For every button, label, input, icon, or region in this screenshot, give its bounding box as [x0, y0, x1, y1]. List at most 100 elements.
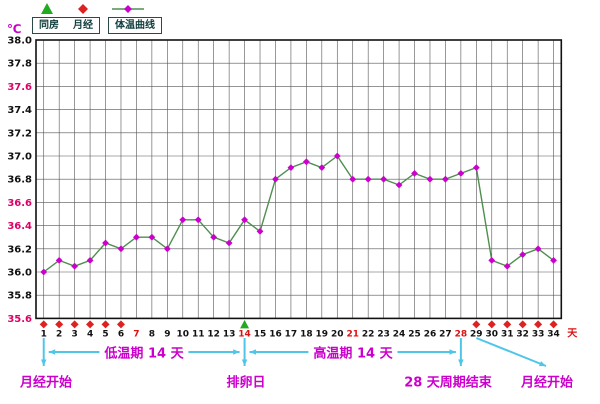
y-tick-label: 36.0: [7, 268, 32, 279]
temp-point: [210, 233, 218, 241]
y-tick-label: 37.6: [7, 82, 32, 93]
y-tick-label: 35.8: [7, 291, 32, 302]
menses-marker: [39, 320, 48, 329]
x-tick-label: 1: [41, 329, 47, 339]
arrowhead: [241, 359, 248, 366]
menses-marker: [549, 320, 558, 329]
annotation-cycle-end: 28 天周期结束: [404, 375, 492, 391]
x-tick-label: 9: [164, 329, 170, 339]
menses-marker: [518, 320, 527, 329]
temp-point: [534, 245, 542, 253]
temp-point: [55, 257, 63, 264]
temp-point: [395, 181, 403, 189]
temp-curve-dot-icon: [124, 5, 132, 13]
temperature-unit-label: ℃: [7, 22, 22, 36]
x-tick-label: 30: [486, 329, 499, 339]
y-tick-label: 36.8: [7, 175, 32, 186]
x-tick-label: 25: [408, 329, 421, 339]
temp-point: [364, 175, 372, 183]
y-tick-label: 35.6: [7, 314, 32, 325]
menses-marker: [472, 320, 481, 329]
temp-point: [550, 257, 557, 264]
temp-point: [40, 268, 48, 276]
x-tick-label: 27: [439, 329, 452, 339]
annotation-menses-start-left: 月经开始: [19, 375, 73, 391]
temp-point: [117, 245, 125, 253]
arrowhead: [539, 361, 546, 367]
menses-marker: [503, 320, 512, 329]
temp-point: [287, 164, 295, 171]
x-tick-label: 21: [346, 329, 359, 339]
temp-point: [318, 164, 326, 171]
x-tick-label: 29: [470, 329, 483, 339]
temp-point: [457, 170, 465, 177]
annotation-high-phase: 高温期 14 天: [308, 342, 398, 362]
x-tick-label: 17: [285, 329, 298, 339]
x-tick-label: 16: [269, 329, 282, 339]
x-tick-label: 31: [501, 329, 514, 339]
x-tick-label: 34: [547, 329, 560, 339]
temp-point: [349, 175, 357, 183]
menses-marker: [116, 320, 125, 329]
legend-box-markers: 同房 月经: [32, 17, 100, 34]
temp-point: [133, 233, 140, 241]
y-tick-label: 36.6: [7, 198, 32, 209]
annotation-arrow: [475, 337, 547, 367]
legend-label-menses: 月经: [73, 20, 93, 31]
legend-box-curve: 体温曲线: [108, 17, 162, 34]
x-tick-label: 5: [102, 329, 108, 339]
x-tick-label: 28: [455, 329, 468, 339]
y-tick-label: 37.4: [7, 105, 32, 116]
y-tick-label: 37.0: [7, 152, 32, 163]
menses-marker: [487, 320, 496, 329]
temp-point: [148, 233, 156, 241]
temp-point: [380, 175, 388, 183]
temp-point: [442, 175, 449, 183]
x-tick-label: 8: [149, 329, 155, 339]
temp-point: [71, 262, 79, 270]
x-tick-label: 19: [316, 329, 329, 339]
temp-point: [519, 251, 527, 258]
menses-icon: [78, 4, 88, 14]
x-tick-label: 15: [254, 329, 267, 339]
menses-marker: [55, 320, 64, 329]
arrowhead: [249, 349, 257, 355]
temp-point: [225, 239, 233, 247]
temp-point: [503, 262, 511, 270]
x-tick-label: 2: [56, 329, 62, 339]
y-tick-label: 37.8: [7, 59, 32, 70]
annotation-ovulation-day: 排卵日: [226, 375, 266, 391]
annotation-menses-start-right: 月经开始: [520, 375, 574, 391]
arrowhead: [233, 349, 240, 355]
x-tick-label: 7: [133, 329, 139, 339]
x-tick-label: 4: [87, 329, 93, 339]
menses-marker: [101, 320, 110, 329]
day-unit-label: 天: [567, 327, 578, 339]
x-tick-label: 12: [207, 329, 220, 339]
arrowhead: [449, 349, 456, 355]
temp-point: [86, 257, 94, 264]
x-tick-label: 6: [118, 329, 124, 339]
temperature-curve: [43, 154, 554, 273]
legend-label-temp-curve: 体温曲线: [115, 20, 155, 31]
temp-point: [333, 152, 341, 160]
x-tick-label: 24: [393, 329, 406, 339]
x-tick-label: 13: [223, 329, 236, 339]
x-tick-label: 23: [377, 329, 390, 339]
arrowhead: [458, 359, 464, 366]
x-tick-label: 14: [238, 329, 251, 339]
temp-point: [194, 216, 202, 224]
intercourse-icon: [41, 3, 53, 14]
x-tick-label: 33: [532, 329, 545, 339]
plot-border: [35, 39, 563, 320]
temp-point: [411, 170, 418, 177]
x-tick-label: 10: [177, 329, 190, 339]
annotation-low-phase: 低温期 14 天: [99, 342, 189, 362]
x-tick-label: 32: [516, 329, 529, 339]
temp-point: [272, 175, 279, 183]
x-tick-label: 26: [424, 329, 437, 339]
temp-point: [488, 257, 496, 264]
temp-point: [179, 216, 187, 224]
